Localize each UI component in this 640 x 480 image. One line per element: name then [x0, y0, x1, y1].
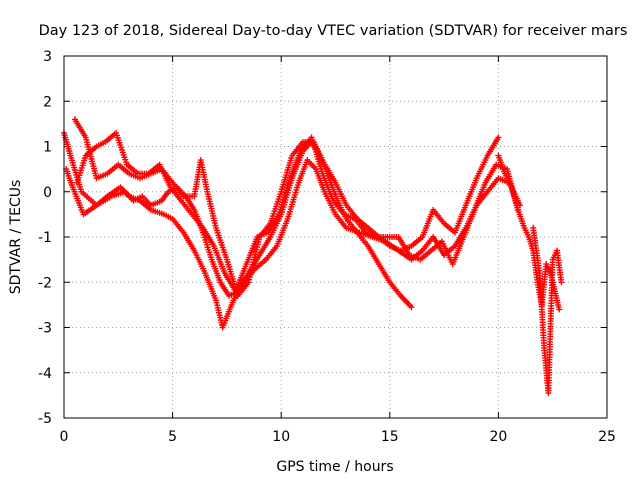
y-tick-label: 0: [43, 185, 52, 201]
x-tick-label: 5: [168, 429, 177, 445]
data-points: [61, 116, 565, 397]
y-tick-label: -3: [38, 321, 52, 337]
ticks: [63, 55, 608, 419]
x-tick-label: 25: [598, 429, 616, 445]
x-axis-label: GPS time / hours: [276, 459, 393, 475]
data-point: [408, 304, 415, 311]
x-tick-label: 20: [489, 429, 507, 445]
y-tick-label: 1: [43, 140, 52, 156]
y-tick-label: 2: [43, 94, 52, 110]
y-tick-label: -1: [38, 230, 52, 246]
data-point: [556, 306, 563, 313]
y-axis-label: SDTVAR / TECUs: [8, 180, 24, 295]
plot-frame: [63, 55, 608, 419]
series-track-4: [74, 129, 521, 295]
x-tick-label: 10: [272, 429, 290, 445]
tick-labels: 0 5 10 15 20 25 -5 -4 -3 -2 -1 0 1 2 3: [38, 49, 616, 445]
x-tick-label: 15: [381, 429, 399, 445]
chart-title: Day 123 of 2018, Sidereal Day-to-day VTE…: [39, 23, 628, 39]
data-point: [495, 134, 502, 141]
grid: [64, 56, 607, 418]
y-tick-label: -5: [38, 411, 52, 427]
series-track-3: [71, 116, 502, 299]
y-tick-label: -4: [38, 366, 52, 382]
y-tick-label: -2: [38, 275, 52, 291]
y-tick-label: 3: [43, 49, 52, 65]
x-tick-label: 0: [60, 429, 69, 445]
data-point: [558, 279, 565, 286]
series-track-6: [530, 224, 565, 397]
